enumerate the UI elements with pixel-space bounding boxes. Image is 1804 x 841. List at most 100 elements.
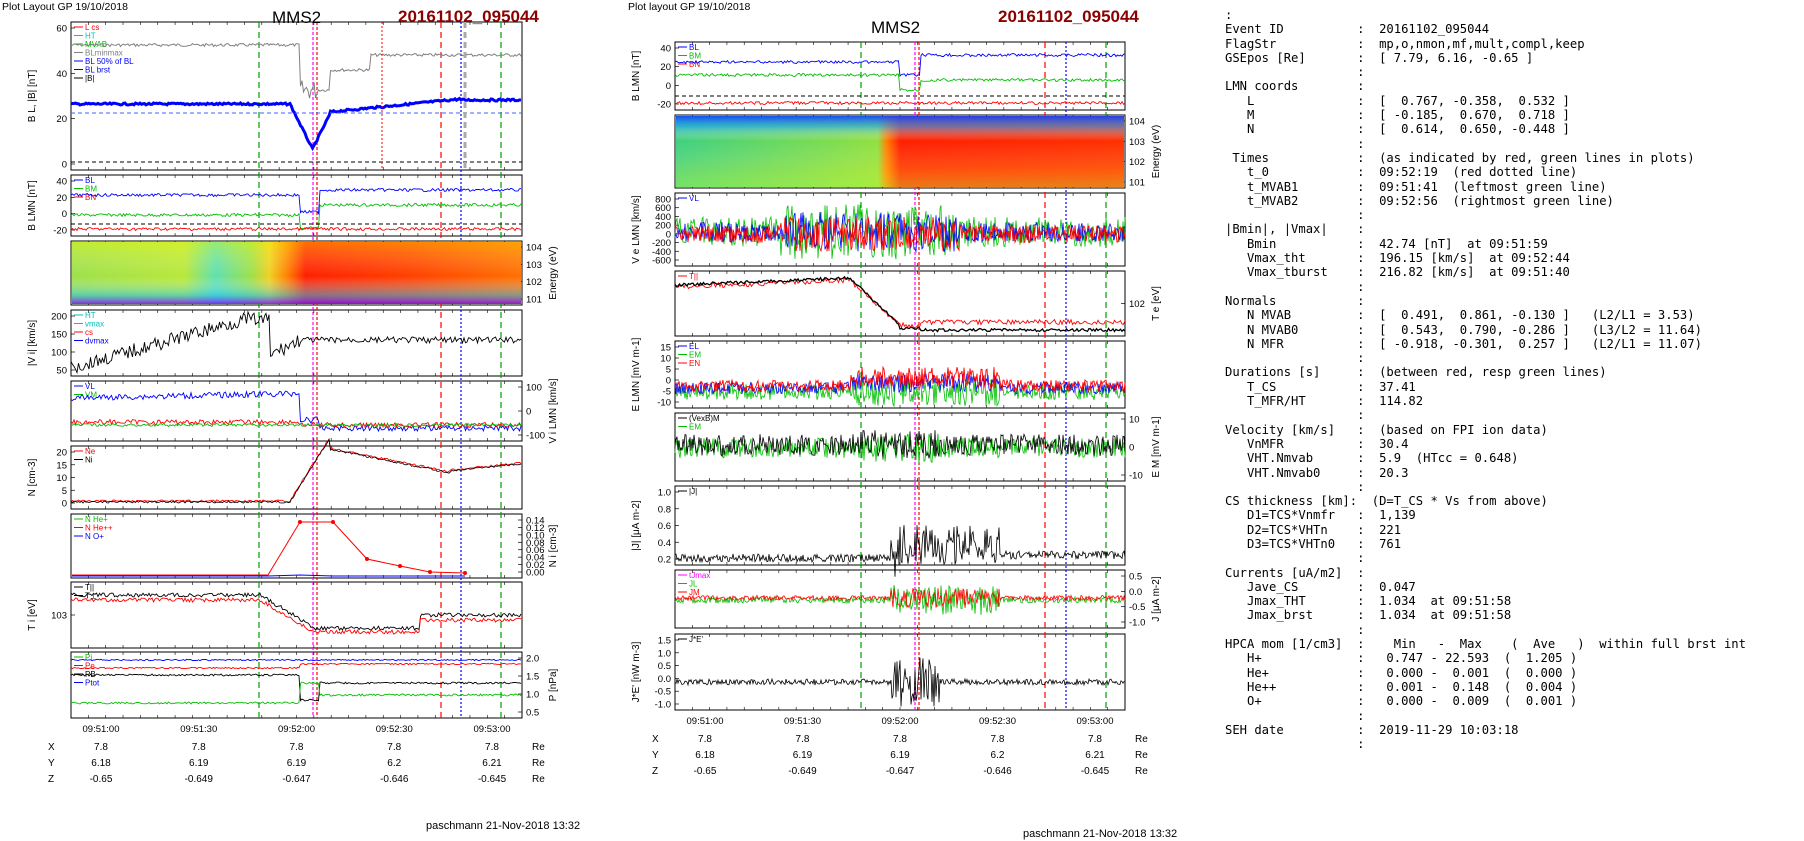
info-line: : [1225,737,1365,752]
He2-point [428,570,432,574]
y-tick-label: 0 [62,209,67,220]
panel-frame [674,270,1126,337]
legend-entry: T|| [85,583,94,592]
panel-frame [70,380,523,442]
coord-value: 7.8 [192,742,206,753]
y-tick-label: -100 [526,431,545,442]
coord-value: 6.18 [695,750,715,761]
y-tick-label: 0 [1129,443,1134,454]
y-axis-label: B L, |B| [nT] [27,70,38,123]
y-tick-label: 0.0 [658,674,671,685]
info-line: Velocity [km/s] : (based on FPI ion data… [1225,422,1548,437]
He2-point [365,557,369,561]
JE-trace [674,657,1126,707]
info-line: T_MFR/HT : 114.82 [1225,394,1424,409]
y-axis-label: V e LMN [km/s] [631,195,642,264]
y-axis-label: N i [cm-3] [548,524,559,567]
info-line: VnMFR : 30.4 [1225,436,1409,451]
panel-frame [70,651,523,719]
He2-trace [72,521,466,576]
y-tick-label: 0.4 [658,538,671,549]
y-tick-label: 20 [56,448,67,459]
y-tick-label: 0.8 [658,504,671,515]
BL-brst-trace [70,96,522,152]
BM-trace [70,202,522,230]
panel-4: 102 T e [eV] T|| [674,270,1162,337]
legend-entry: BN [689,60,700,69]
info-line: He++ : 0.001 - 0.148 ( 0.004 ) [1225,679,1578,694]
y-axis-label: Energy (eV) [1151,125,1162,178]
y-tick-label: 100 [526,383,542,394]
y-tick-label: -1.0 [655,700,671,711]
time-tick-label: 09:52:30 [979,716,1016,727]
y-tick-label: -600 [652,256,671,267]
time-tick-label: 09:53:00 [474,724,511,735]
coord-unit: Re [532,774,545,785]
VeM-trace [674,212,1126,253]
Tpar-trace [674,275,1126,333]
legend-entry: BN [85,193,96,202]
info-line: Times : (as indicated by red, green line… [1225,150,1695,165]
info-line: He+ : 0.000 - 0.001 ( 0.000 ) [1225,665,1578,680]
y-tick-label: 0 [62,499,67,510]
coord-value: -0.649 [185,774,214,785]
JM-trace [674,584,1126,615]
legend-entry: Pe [85,662,95,671]
JL-trace [674,588,1126,609]
y-tick-label: 102 [1129,299,1145,310]
y-tick-label: -5 [663,387,671,398]
absB-trace [70,42,522,99]
info-line: Currents [uA/m2] : [1225,565,1365,580]
y-tick-label: 0 [526,407,531,418]
coord-value: -0.649 [788,766,817,777]
coord-value: 7.8 [94,742,108,753]
coord-value: 7.8 [796,734,810,745]
y-tick-label: -400 [652,247,671,258]
y-tick-label: -10 [1129,471,1143,482]
y-axis-label: J*E' [nW m-3] [631,641,642,702]
y-tick-label: 103 [526,260,542,271]
time-tick-label: 09:51:30 [784,716,821,727]
y-tick-label: 5 [666,365,671,376]
coord-value: -0.647 [886,766,915,777]
y-tick-label: 200 [51,312,67,323]
y-tick-label: -20 [53,226,67,237]
coord-value: 6.2 [991,750,1005,761]
O-trace [72,574,465,577]
legend-entry: BL 50% of BL [85,57,134,66]
y-tick-label: 800 [655,195,671,206]
info-line: : [1225,708,1365,723]
y-tick-label: 0.06 [526,545,545,556]
legend-entry: vmax [85,320,104,329]
y-axis-label: N [cm-3] [27,458,38,496]
middle-footer: paschmann 21-Nov-2018 13:32 [1023,828,1178,840]
y-axis-label: Energy (eV) [548,246,559,299]
coord-unit: Re [1135,766,1148,777]
info-line: : [1225,551,1365,566]
y-tick-label: 0.6 [658,521,671,532]
legend-entry: Ni [85,456,93,465]
Ptot-trace [70,658,522,662]
info-line: Jmax_THT : 1.034 at 09:51:58 [1225,594,1512,609]
legend-entry: |B| [85,74,95,83]
legend-entry: VL [689,194,699,203]
y-tick-label: 1.0 [526,690,539,701]
info-line: : [1225,408,1365,423]
info-line: t_0 : 09:52:19 (red dotted line) [1225,165,1578,180]
y-axis-label: B LMN [nT] [27,180,38,231]
y-axis-label: B LMN [nT] [631,51,642,102]
time-tick-label: 09:51:00 [83,724,120,735]
panel-frame [70,513,523,579]
y-tick-label: 1.5 [658,636,671,647]
y-tick-label: 0.12 [526,523,545,534]
VexB-trace [674,430,1126,459]
legend-entry: BM [689,52,701,61]
y-tick-label: 1.5 [526,672,539,683]
info-line: Event ID : 20161102_095044 [1225,22,1490,37]
y-tick-label: 0.5 [1129,572,1142,583]
y-tick-label: 40 [660,44,671,55]
